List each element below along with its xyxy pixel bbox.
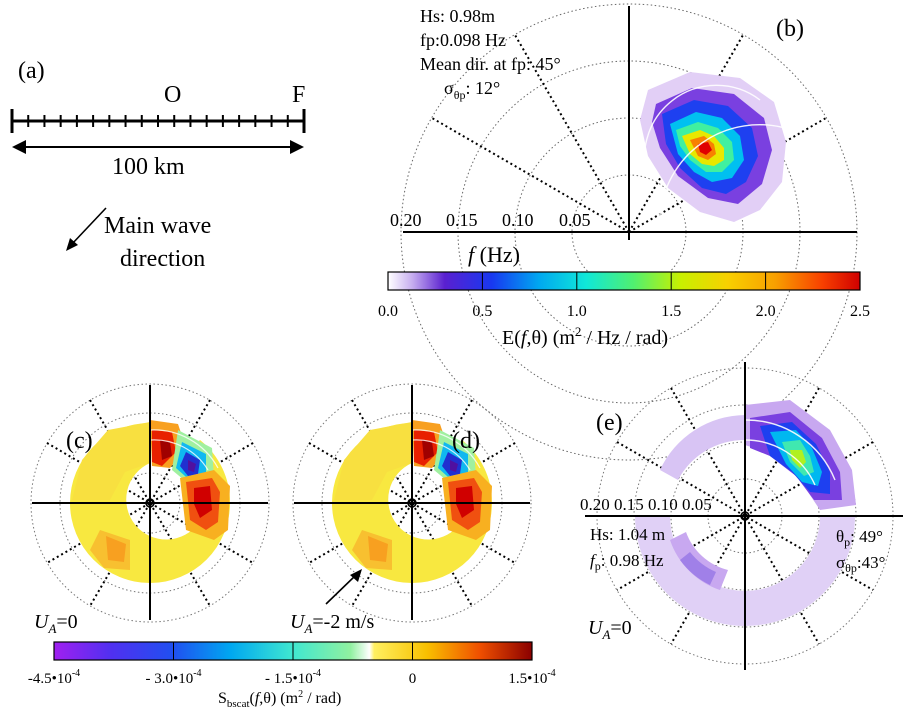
freq-tick-0.20: 0.20 xyxy=(390,210,422,230)
panel-b: (b) Hs: 0.98m fp:0.098 Hz Mean dir. at f… xyxy=(378,3,870,461)
colorbar-top-tick-label: 0.0 xyxy=(378,303,398,320)
colorbar-bottom-tick-label: -4.5•10-4 xyxy=(28,668,80,687)
freq-tick-0.15: 0.15 xyxy=(446,210,478,230)
colorbar-bottom-tick-label: - 1.5•10-4 xyxy=(265,668,321,687)
panel-d-label: (d) xyxy=(452,428,480,454)
hs-e: Hs: 1.04 m xyxy=(590,525,665,544)
origin-marker-d xyxy=(407,498,417,508)
colorbar-top-ticks: 0.0 0.5 1.0 1.5 2.0 2.5 xyxy=(378,272,870,320)
sigma-b: σθp: 12° xyxy=(444,78,500,102)
hs-b: Hs: 0.98m xyxy=(420,6,495,26)
panel-a: (a) O F 100 km Main wave direction xyxy=(10,58,306,272)
wave-direction-arrow xyxy=(66,207,107,251)
point-o-label: O xyxy=(164,82,181,108)
colorbar-top xyxy=(387,271,861,291)
freq-tick-0.10: 0.10 xyxy=(502,210,534,230)
colorbar-bottom-tick-label: 0 xyxy=(409,671,417,687)
colorbar-bottom-tick-label: 1.5•10-4 xyxy=(508,668,555,687)
source-term-c xyxy=(70,420,231,583)
colorbar-bottom-tick-label: - 3.0•10-4 xyxy=(145,668,201,687)
panel-e: (e) 0.20 0.15 0.10 0.05 Hs: 1.04 m fp: 0… xyxy=(580,362,903,670)
colorbar-bottom-ticks: -4.5•10-4 - 3.0•10-4 - 1.5•10-4 0 1.5•10-4 xyxy=(28,642,556,687)
source-term-d xyxy=(332,420,493,583)
fp-e: fp: 0.98 Hz xyxy=(590,551,664,573)
current-arrow-d xyxy=(325,569,362,605)
panel-a-label: (a) xyxy=(18,58,45,84)
fp-b: fp:0.098 Hz xyxy=(420,30,506,50)
scale-arrow xyxy=(12,140,304,154)
origin-marker-e xyxy=(740,511,750,521)
colorbar-top-tick-label: 2.0 xyxy=(756,303,776,320)
theta-e: θp: 49° xyxy=(836,527,883,549)
bottom-colorbar-group: -4.5•10-4 - 3.0•10-4 - 1.5•10-4 0 1.5•10-4 S… xyxy=(28,641,556,710)
colorbar-top-tick-label: 1.5 xyxy=(661,303,681,320)
freq-axis-label: f (Hz) xyxy=(468,242,520,267)
panel-c-label: (c) xyxy=(66,428,93,454)
colorbar-top-label: E(f,θ) (m2 / Hz / rad) xyxy=(502,324,668,349)
wave-direction-line1: Main wave xyxy=(104,213,211,239)
mean-dir-b: Mean dir. at fp: 45° xyxy=(420,54,561,74)
panel-c: (c) UA=0 xyxy=(30,383,270,636)
energy-spectrum-blob xyxy=(640,72,786,222)
transect-ticks xyxy=(10,109,306,133)
freq-ticks-e: 0.20 0.15 0.10 0.05 xyxy=(580,495,712,514)
ua-d: UA=-2 m/s xyxy=(290,611,374,636)
ua-c: UA=0 xyxy=(34,611,78,636)
colorbar-bottom-label: Sbscat(f,θ) (m2 / rad) xyxy=(218,689,341,710)
scale-label: 100 km xyxy=(112,154,185,180)
colorbar-top-tick-label: 1.0 xyxy=(567,303,587,320)
panel-e-label: (e) xyxy=(596,410,623,436)
point-f-label: F xyxy=(292,82,305,108)
ua-e: UA=0 xyxy=(588,617,632,642)
origin-marker-c xyxy=(145,498,155,508)
panel-d: (d) UA=-2 m/s xyxy=(290,383,532,636)
panel-b-label: (b) xyxy=(776,16,804,42)
colorbar-top-tick-label: 0.5 xyxy=(472,303,492,320)
wave-direction-line2: direction xyxy=(120,246,205,272)
energy-spectrum-e xyxy=(635,400,856,626)
colorbar-top-tick-label: 2.5 xyxy=(850,303,870,320)
freq-tick-0.05: 0.05 xyxy=(559,210,591,230)
sigma-e: σθp:43° xyxy=(836,553,885,575)
